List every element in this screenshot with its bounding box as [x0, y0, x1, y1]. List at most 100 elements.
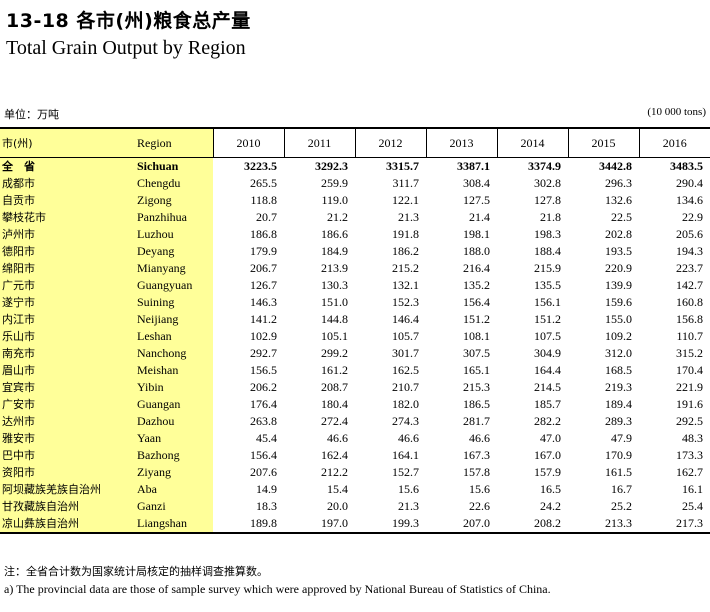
output-value-cell: 45.4: [256, 431, 277, 445]
output-value-cell: 167.3: [463, 448, 490, 462]
output-value-cell: 308.4: [463, 176, 490, 190]
region-name-cn: 甘孜藏族自治州: [0, 498, 135, 515]
output-value-cell: 216.4: [463, 261, 490, 275]
region-name-en: Dazhou: [135, 413, 213, 430]
output-value-cell: 213.9: [321, 261, 348, 275]
output-value-cell: 20.7: [256, 210, 277, 224]
output-value-cell: 215.3: [463, 380, 490, 394]
output-value-cell: 157.9: [534, 465, 561, 479]
region-name-cn: 阿坝藏族羌族自治州: [0, 481, 135, 498]
output-value-cell: 47.9: [611, 431, 632, 445]
column-header-year: 2011: [283, 127, 355, 158]
output-value-cell: 214.5: [534, 380, 561, 394]
region-name-cn: 全 省: [0, 157, 135, 175]
region-name-cn: 资阳市: [0, 464, 135, 481]
table-row: 雅安市 Yaan 45.4 46.6 46.6 46.6 47.0 47.9 48.3: [0, 430, 710, 447]
output-value-cell: 46.6: [469, 431, 490, 445]
table-row: 自贡市 Zigong 118.8 119.0 122.1 127.5 127.8 132.6 1…: [0, 192, 710, 209]
output-value-cell: 302.8: [534, 176, 561, 190]
output-value-cell: 215.9: [534, 261, 561, 275]
region-name-en: Panzhihua: [135, 209, 213, 226]
output-value-cell: 127.8: [534, 193, 561, 207]
table-row: 遂宁市 Suining 146.3 151.0 152.3 156.4 156.1 159.6…: [0, 294, 710, 311]
output-value-cell: 3315.7: [386, 159, 419, 173]
table-row: 宜宾市 Yibin 206.2 208.7 210.7 215.3 214.5 219.3 22…: [0, 379, 710, 396]
output-value-cell: 3442.8: [599, 159, 632, 173]
output-value-cell: 156.4: [250, 448, 277, 462]
output-value-cell: 162.4: [321, 448, 348, 462]
output-value-cell: 14.9: [256, 482, 277, 496]
output-value-cell: 215.2: [392, 261, 419, 275]
output-value-cell: 301.7: [392, 346, 419, 360]
output-value-cell: 188.0: [463, 244, 490, 258]
column-header-year: 2012: [354, 127, 426, 158]
output-value-cell: 219.3: [605, 380, 632, 394]
output-value-cell: 132.6: [605, 193, 632, 207]
output-value-cell: 155.0: [605, 312, 632, 326]
output-value-cell: 282.2: [534, 414, 561, 428]
region-name-en: Mianyang: [135, 260, 213, 277]
output-value-cell: 189.8: [213, 515, 284, 534]
output-value-cell: 108.1: [463, 329, 490, 343]
region-name-en: Ganzi: [135, 498, 213, 515]
province-total-row: 全 省 Sichuan 3223.5 3292.3 3315.7 3387.1 3374.9…: [0, 157, 710, 175]
output-value-cell: 3483.5: [670, 159, 703, 173]
output-value-cell: 22.6: [469, 499, 490, 513]
table-body: 全 省 Sichuan 3223.5 3292.3 3315.7 3387.1 3374.9…: [0, 157, 710, 534]
output-value-cell: 126.7: [250, 278, 277, 292]
region-name-cn: 自贡市: [0, 192, 135, 209]
table-row: 内江市 Neijiang 141.2 144.8 146.4 151.2 151.2 155.…: [0, 311, 710, 328]
table-row: 成都市 Chengdu 265.5 259.9 311.7 308.4 302.8 296.3…: [0, 175, 710, 192]
region-name-cn: 凉山彝族自治州: [0, 515, 135, 534]
output-value-cell: 122.1: [392, 193, 419, 207]
output-value-cell: 170.4: [676, 363, 703, 377]
output-value-cell: 3387.1: [457, 159, 490, 173]
table-row: 巴中市 Bazhong 156.4 162.4 164.1 167.3 167.0 170.9…: [0, 447, 710, 464]
output-value-cell: 212.2: [321, 465, 348, 479]
region-name-en: Guangan: [135, 396, 213, 413]
output-value-cell: 162.7: [676, 465, 703, 479]
region-name-en: Liangshan: [135, 515, 213, 534]
output-value-cell: 263.8: [250, 414, 277, 428]
output-value-cell: 157.8: [463, 465, 490, 479]
output-value-cell: 3374.9: [528, 159, 561, 173]
column-header-region-en: Region: [135, 127, 213, 158]
output-value-cell: 290.4: [676, 176, 703, 190]
output-value-cell: 24.2: [540, 499, 561, 513]
output-value-cell: 21.4: [469, 210, 490, 224]
output-value-cell: 164.1: [392, 448, 419, 462]
output-value-cell: 194.3: [676, 244, 703, 258]
output-value-cell: 186.2: [392, 244, 419, 258]
output-value-cell: 156.4: [463, 295, 490, 309]
output-value-cell: 184.9: [321, 244, 348, 258]
output-value-cell: 152.3: [392, 295, 419, 309]
output-value-cell: 46.6: [398, 431, 419, 445]
region-name-cn: 攀枝花市: [0, 209, 135, 226]
output-value-cell: 18.3: [256, 499, 277, 513]
output-value-cell: 199.3: [355, 515, 426, 534]
region-name-en: Yibin: [135, 379, 213, 396]
region-name-en: Chengdu: [135, 175, 213, 192]
output-value-cell: 16.7: [611, 482, 632, 496]
output-value-cell: 134.6: [676, 193, 703, 207]
table-row: 泸州市 Luzhou 186.8 186.6 191.8 198.1 198.3 202.8 2…: [0, 226, 710, 243]
region-name-en: Ziyang: [135, 464, 213, 481]
region-name-cn: 宜宾市: [0, 379, 135, 396]
output-value-cell: 208.2: [497, 515, 568, 534]
output-value-cell: 191.8: [392, 227, 419, 241]
output-value-cell: 151.2: [463, 312, 490, 326]
region-name-cn: 广安市: [0, 396, 135, 413]
output-value-cell: 208.7: [321, 380, 348, 394]
output-value-cell: 105.7: [392, 329, 419, 343]
column-header-year: 2014: [496, 127, 568, 158]
output-value-cell: 198.1: [463, 227, 490, 241]
output-value-cell: 130.3: [321, 278, 348, 292]
region-name-cn: 雅安市: [0, 430, 135, 447]
output-value-cell: 15.6: [469, 482, 490, 496]
region-name-cn: 绵阳市: [0, 260, 135, 277]
output-value-cell: 167.0: [534, 448, 561, 462]
header-row: 市(州) Region 2010 2011 2012 2013 2014 201…: [0, 127, 710, 158]
output-value-cell: 213.3: [568, 515, 639, 534]
unit-label-en: (10 000 tons): [647, 106, 706, 118]
column-header-year: 2010: [212, 127, 284, 158]
